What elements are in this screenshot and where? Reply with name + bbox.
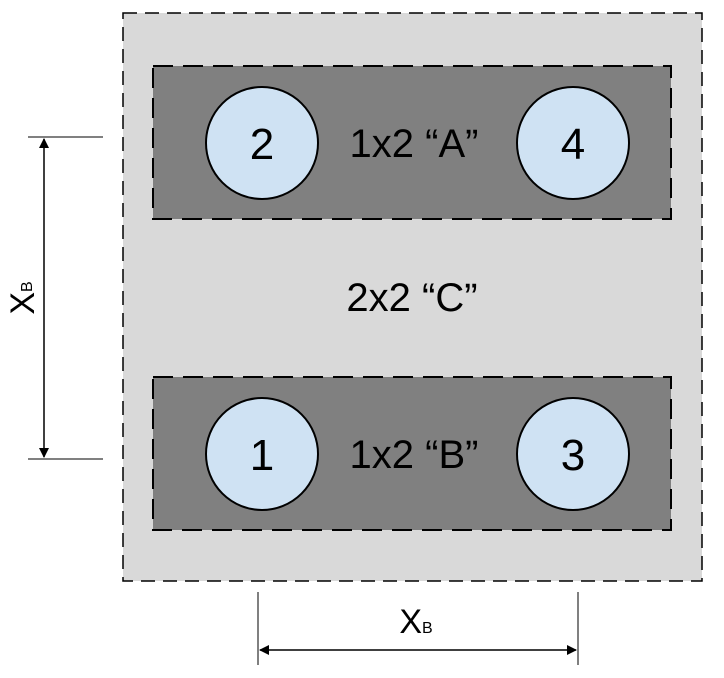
circle-label-4: 4 xyxy=(561,120,585,169)
circle-label-3: 3 xyxy=(561,431,585,480)
horizontal-dimension-sub: B xyxy=(422,620,433,637)
vertical-dimension-label: XB xyxy=(4,281,42,314)
circle-label-1: 1 xyxy=(250,431,274,480)
circle-label-2: 2 xyxy=(250,120,274,169)
horizontal-dimension-main: X xyxy=(399,603,422,641)
horizontal-dimension-label: XB xyxy=(399,603,432,641)
vertical-dimension-sub: B xyxy=(19,281,36,292)
box-label-c: 2x2 “C” xyxy=(346,276,477,320)
box-label-a: 1x2 “A” xyxy=(350,122,479,166)
svg-text:XB: XB xyxy=(4,281,42,314)
box-label-b: 1x2 “B” xyxy=(350,433,479,477)
vertical-dimension-main: X xyxy=(4,292,42,315)
